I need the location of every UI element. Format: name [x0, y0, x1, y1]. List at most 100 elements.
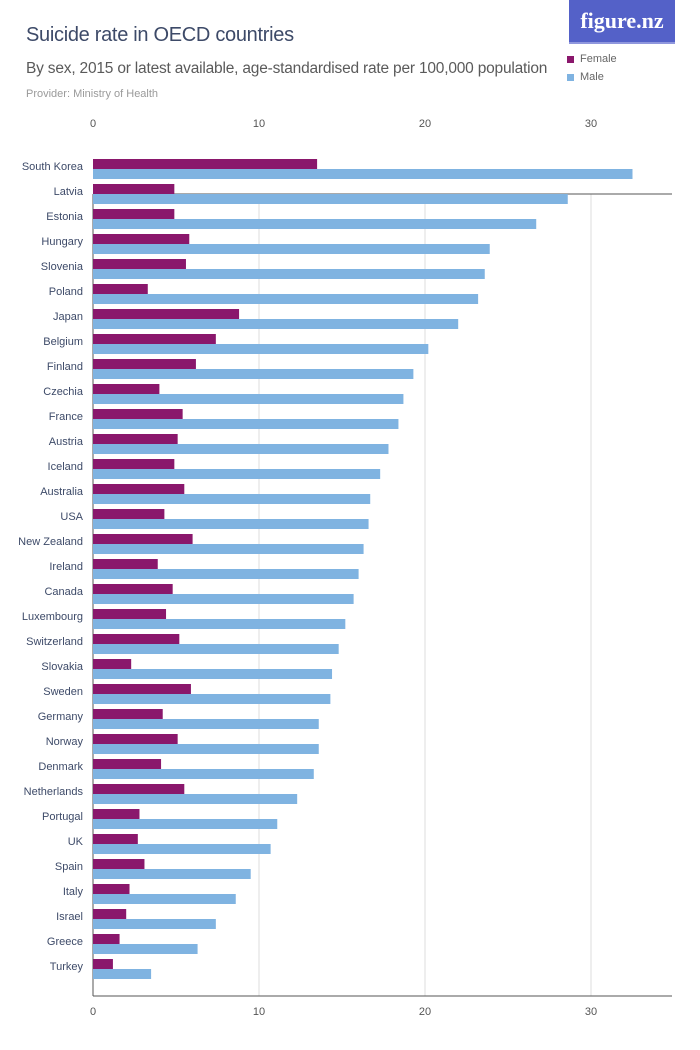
bar-female: [93, 959, 113, 969]
category-label: USA: [60, 511, 83, 523]
bar-male: [93, 694, 331, 704]
bar-male: [93, 419, 399, 429]
bar-female: [93, 484, 185, 494]
figure-nz-logo[interactable]: figure.nz: [569, 0, 675, 44]
x-tick-label-bottom: 20: [419, 1006, 431, 1018]
x-tick-label-bottom: 30: [585, 1006, 597, 1018]
bar-female: [93, 309, 240, 319]
x-tick-label-top: 20: [419, 118, 431, 130]
category-label: Latvia: [54, 186, 84, 198]
bar-male: [93, 519, 369, 529]
bar-female: [93, 909, 127, 919]
bar-female: [93, 709, 163, 719]
category-label: Estonia: [46, 211, 84, 223]
bar-male: [93, 869, 251, 879]
bar-female: [93, 284, 148, 294]
category-label: Poland: [49, 286, 83, 298]
category-label: Australia: [40, 486, 84, 498]
category-label: Austria: [49, 436, 84, 448]
legend-item-male: Male: [567, 68, 617, 86]
legend-label-male: Male: [580, 71, 604, 83]
category-label: France: [49, 411, 83, 423]
bar-female: [93, 434, 178, 444]
category-label: Israel: [56, 911, 83, 923]
bar-female: [93, 884, 130, 894]
x-tick-label-top: 0: [90, 118, 96, 130]
bar-male: [93, 619, 346, 629]
category-label: New Zealand: [18, 536, 83, 548]
x-tick-label-top: 10: [253, 118, 265, 130]
bar-female: [93, 784, 185, 794]
category-label: South Korea: [22, 161, 84, 173]
category-label: Spain: [55, 861, 83, 873]
bar-male: [93, 544, 364, 554]
bar-female: [93, 759, 162, 769]
bar-female: [93, 534, 193, 544]
provider-text: Provider: Ministry of Health: [26, 88, 159, 100]
bar-male: [93, 269, 485, 279]
bar-female: [93, 684, 191, 694]
category-label: Belgium: [43, 336, 83, 348]
bar-female: [93, 559, 158, 569]
chart-subtitle: By sex, 2015 or latest available, age-st…: [26, 60, 548, 77]
bar-female: [93, 659, 132, 669]
legend-item-female: Female: [567, 50, 617, 68]
bar-male: [93, 944, 198, 954]
bar-male: [93, 794, 298, 804]
bar-male: [93, 969, 152, 979]
legend-label-female: Female: [580, 53, 617, 65]
bar-male: [93, 644, 339, 654]
bar-female: [93, 234, 190, 244]
category-label: Germany: [38, 711, 84, 723]
bar-male: [93, 219, 537, 229]
x-tick-label-bottom: 0: [90, 1006, 96, 1018]
category-label: Denmark: [38, 761, 83, 773]
bar-female: [93, 409, 183, 419]
bar-male: [93, 244, 490, 254]
category-label: Netherlands: [24, 786, 84, 798]
bar-male: [93, 494, 371, 504]
bar-female: [93, 934, 120, 944]
bar-male: [93, 894, 236, 904]
bar-female: [93, 334, 216, 344]
bar-male: [93, 919, 216, 929]
bar-male: [93, 469, 381, 479]
bar-male: [93, 294, 479, 304]
category-label: Portugal: [42, 811, 83, 823]
bar-female: [93, 259, 186, 269]
bar-male: [93, 169, 633, 179]
category-label: Ireland: [49, 561, 83, 573]
category-label: Czechia: [43, 386, 84, 398]
legend-swatch-female: [567, 55, 574, 63]
category-label: Japan: [53, 311, 83, 323]
bar-female: [93, 359, 196, 369]
bar-female: [93, 159, 318, 169]
x-tick-label-top: 30: [585, 118, 597, 130]
category-label: Norway: [46, 736, 84, 748]
category-label: UK: [68, 836, 84, 848]
bar-male: [93, 844, 271, 854]
bar-male: [93, 444, 389, 454]
bar-female: [93, 459, 175, 469]
bar-male: [93, 394, 404, 404]
bar-male: [93, 319, 459, 329]
bar-male: [93, 744, 319, 754]
category-label: Finland: [47, 361, 83, 373]
bar-female: [93, 809, 140, 819]
bar-female: [93, 209, 175, 219]
category-label: Iceland: [48, 461, 83, 473]
category-label: Italy: [63, 886, 84, 898]
bar-female: [93, 634, 180, 644]
bar-female: [93, 509, 165, 519]
category-label: Hungary: [41, 236, 83, 248]
bar-female: [93, 734, 178, 744]
category-label: Turkey: [50, 961, 84, 973]
bar-male: [93, 819, 278, 829]
legend-swatch-male: [567, 73, 574, 81]
bar-female: [93, 184, 175, 194]
legend: Female Male: [567, 50, 617, 86]
category-label: Slovakia: [41, 661, 83, 673]
category-label: Luxembourg: [22, 611, 83, 623]
